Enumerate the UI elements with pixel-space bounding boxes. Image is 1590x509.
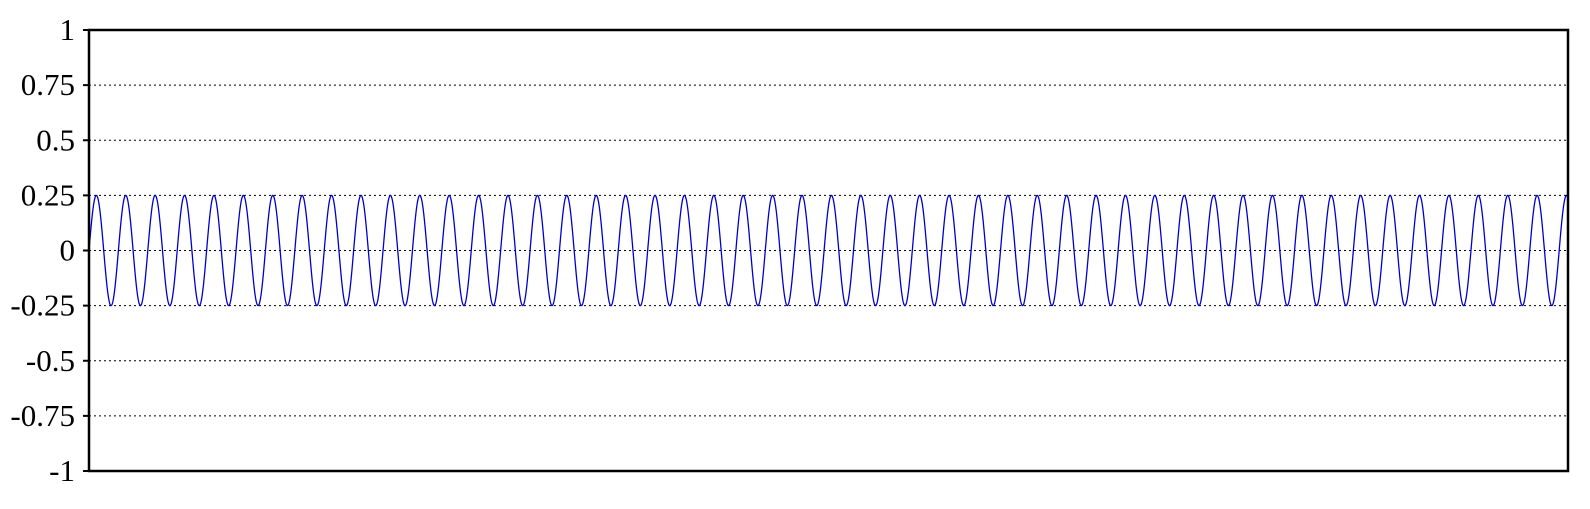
y-tick-labels: 1 0.75 0.5 0.25 0 -0.25 -0.5 -0.75 -1 <box>10 12 75 488</box>
y-tick-label: 0.75 <box>21 67 75 102</box>
grid-lines <box>89 85 1568 416</box>
y-tick-label: -0.75 <box>10 398 75 433</box>
y-tick-label: -0.5 <box>26 343 75 378</box>
y-tick-label: 0.25 <box>21 177 75 212</box>
y-tick-label: 0.5 <box>36 122 75 157</box>
y-tick-label: -1 <box>49 453 75 488</box>
y-tick-label: 0 <box>60 233 76 268</box>
y-tick-label: 1 <box>60 12 76 47</box>
y-tick-label: -0.25 <box>10 288 75 323</box>
